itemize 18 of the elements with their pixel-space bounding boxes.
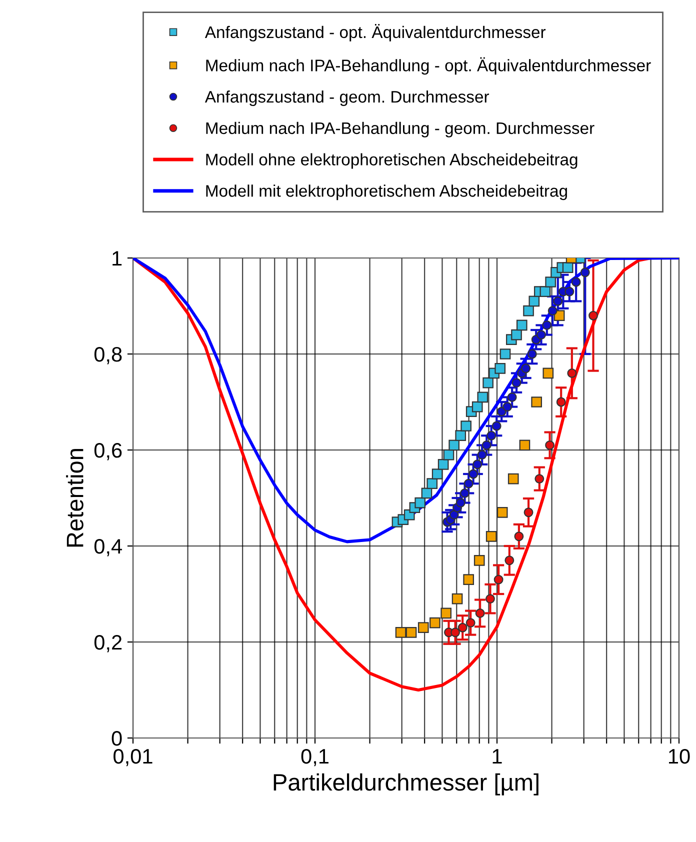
- x-tick-label: 0,01: [114, 748, 152, 766]
- y-tick-label: 0,4: [94, 539, 122, 556]
- legend-label: Anfangszustand - geom. Durchmesser: [204, 90, 490, 106]
- y-axis-title: Retention: [66, 448, 84, 547]
- legend-label: Anfangszustand - opt. Äquivalentdurchmesser: [204, 24, 546, 42]
- y-tick-label: 1: [112, 251, 122, 266]
- x-tick-label: 0,1: [301, 748, 328, 766]
- legend-label: Medium nach IPA-Behandlung - opt. Äquivalentdurchmesser: [206, 57, 651, 75]
- legend-label: Modell mit elektrophoretischem Abscheidebeitrag: [206, 184, 567, 200]
- y-tick-label: 0,6: [94, 443, 122, 460]
- x-tick-label: 10: [669, 748, 690, 764]
- y-tick-label: 0,8: [94, 347, 122, 364]
- x-axis-title: Partikeldurchmesser [µm]: [274, 773, 538, 796]
- y-tick-label: 0: [112, 731, 122, 746]
- y-tick-label: 0,2: [94, 635, 122, 652]
- legend-label: Modell ohne elektrophoretischen Abscheidebeitrag: [206, 153, 578, 169]
- legend-label: Medium nach IPA-Behandlung - geom. Durchmesser: [206, 122, 594, 138]
- x-tick-label: 1: [492, 749, 502, 764]
